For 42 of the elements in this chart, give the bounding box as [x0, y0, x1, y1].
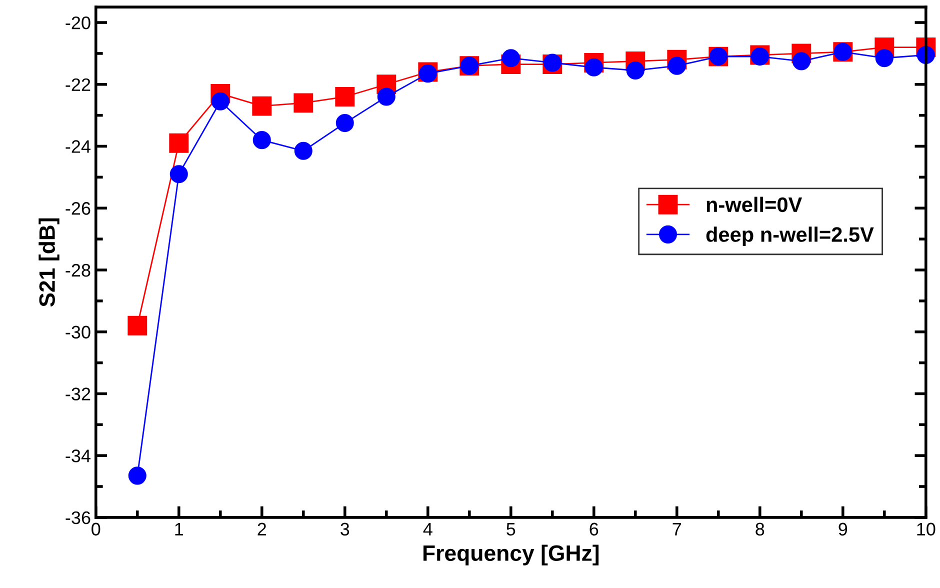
y-tick-label: -34: [66, 450, 90, 462]
x-tick-label: 5: [506, 522, 516, 536]
point: [211, 92, 230, 110]
point: [128, 466, 146, 485]
x-tick-label: 8: [756, 522, 764, 536]
point: [252, 131, 271, 150]
x-tick-label: 1: [175, 522, 184, 536]
x-tick-label: 3: [340, 522, 350, 536]
point: [252, 96, 272, 116]
y-tick-label: -28: [66, 264, 90, 277]
point: [128, 316, 148, 336]
point: [335, 87, 355, 106]
y-tick-label: -32: [66, 388, 90, 400]
point: [792, 52, 810, 70]
point: [377, 88, 396, 106]
y-tick-label: -26: [66, 202, 90, 215]
x-tick-label: 4: [423, 522, 432, 536]
y-tick-label: -22: [66, 78, 90, 91]
x-axis-title: Frequency [GHz]: [423, 544, 599, 566]
point: [170, 165, 188, 184]
point: [626, 61, 644, 80]
y-axis-title: S21 [dB]: [38, 218, 60, 307]
point: [294, 93, 314, 113]
x-tick-label: 0: [92, 522, 100, 536]
point: [294, 142, 312, 160]
y-tick-label: -24: [66, 140, 90, 153]
x-tick-label: 7: [672, 522, 682, 536]
point: [336, 114, 354, 132]
point: [584, 58, 603, 76]
x-tick-label: 9: [838, 522, 848, 536]
x-tick-label: 2: [258, 522, 266, 536]
point: [169, 133, 189, 153]
point: [668, 56, 686, 75]
y-tick-label: -30: [66, 326, 90, 339]
y-tick-label: -20: [66, 16, 90, 30]
point: [875, 49, 894, 68]
x-tick-label: 10: [917, 522, 936, 536]
y-tick-label: -36: [66, 511, 90, 524]
x-tick-label: 6: [590, 522, 598, 536]
legend-label: n-well=0V: [706, 196, 802, 212]
legend-label: deep n-well=2.5V: [706, 226, 874, 246]
point: [502, 49, 520, 68]
